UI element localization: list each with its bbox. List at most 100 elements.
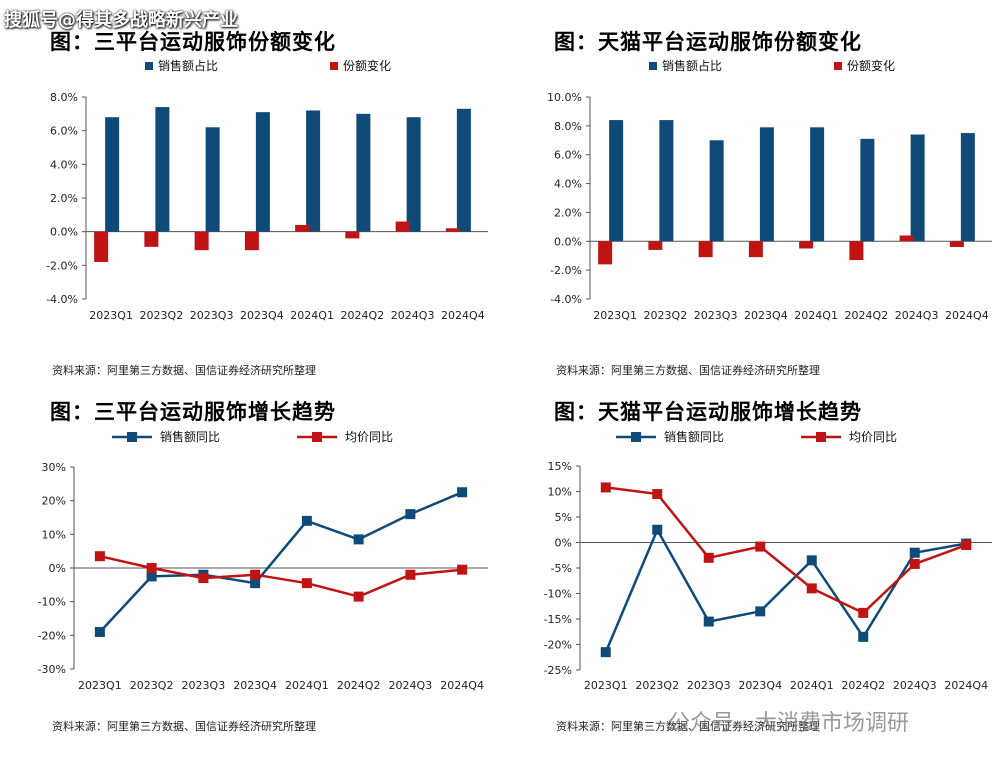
bar-change [849,241,864,261]
x-tick-label: 2023Q4 [233,679,277,692]
point-price-yoy [94,551,105,562]
point-sales-yoy [353,534,364,545]
bar-change [194,231,209,251]
legend-label-share: 销售额占比 [662,58,722,73]
x-tick-label: 2023Q4 [738,679,782,692]
point-sales-yoy [457,487,468,498]
x-tick-label: 2024Q3 [389,679,433,692]
panel-share-three-platforms: 图：三平台运动服饰份额变化 8.0% 6.0% 4.0% 2.0% 0.0% -2.0% -… [0,0,504,380]
y-tick-label: 4.0% [554,178,582,191]
y-tick-label: -25% [544,664,572,677]
x-tick-label: 2023Q3 [687,679,731,692]
bar-change [345,231,360,239]
x-tick-label: 2024Q2 [341,309,385,322]
y-tick-label: 8.0% [554,120,582,133]
y-tick-label: 0.0% [554,235,582,248]
x-tick-label: 2023Q2 [140,309,184,322]
bar-share [960,133,975,242]
bar-change [598,241,613,265]
series-line-price-yoy [99,554,463,598]
y-tick-label: 5% [555,511,572,524]
y-tick-label: 20% [42,495,66,508]
legend-marker-price [816,432,826,442]
watermark-top: 搜狐号@得其多战略新兴产业 [4,10,238,31]
x-tick-label: 2024Q4 [944,679,988,692]
bar-share [406,117,421,232]
bar-chart-three-platforms: 8.0% 6.0% 4.0% 2.0% 0.0% -2.0% -4.0% 2023Q1 2023… [46,58,488,322]
point-price-yoy [755,541,766,552]
point-price-yoy [457,564,468,575]
x-tick-label: 2024Q2 [845,309,889,322]
series-line-price-yoy [605,486,967,615]
chart-source: 资料来源：阿里第三方数据、国信证券经济研究所整理 [556,720,820,733]
y-tick-label: 8.0% [50,91,78,104]
bar-change [144,231,159,247]
point-price-yoy [703,552,714,563]
series-line-sales-yoy [98,491,463,633]
x-tick-label: 2024Q2 [337,679,381,692]
bar-change [648,241,663,250]
bar-share [205,127,220,232]
legend-label-change: 份额变化 [847,58,895,73]
y-tick-label: 0.0% [50,226,78,239]
bar-change [949,241,964,248]
y-tick-label: 30% [42,461,66,474]
x-tick-label: 2023Q2 [130,679,174,692]
y-tick-label: 2.0% [554,206,582,219]
point-price-yoy [961,540,972,551]
y-tick-label: 15% [548,460,572,473]
bar-change [799,241,814,249]
legend-label-sales: 销售额同比 [160,429,220,444]
point-price-yoy [198,573,209,584]
legend-label-price: 均价同比 [849,430,897,444]
legend-label-price: 均价同比 [345,430,393,444]
chart-title: 图：三平台运动服饰增长趋势 [50,400,336,424]
x-tick-label: 2024Q4 [440,679,484,692]
y-tick-label: -5% [551,562,572,575]
point-price-yoy [652,489,663,500]
panel-share-tmall: 图：天猫平台运动服饰份额变化 10.0% 8.0% 6.0% 4.0% 2.0% 0.0%… [504,0,1008,380]
x-tick-label: 2023Q1 [584,679,628,692]
point-sales-yoy [652,524,663,535]
y-tick-label: -20% [38,629,66,642]
bar-share [709,140,724,242]
x-tick-label: 2024Q4 [945,309,989,322]
y-tick-label: -10% [544,588,572,601]
point-sales-yoy [703,616,714,627]
x-tick-label: 2024Q1 [790,679,834,692]
x-tick-label: 2023Q3 [182,679,226,692]
x-tick-label: 2023Q4 [744,309,788,322]
bar-share [105,117,120,232]
bar-share [255,112,270,232]
chart-source: 资料来源：阿里第三方数据、国信证券经济研究所整理 [52,720,316,733]
x-tick-label: 2024Q1 [290,309,334,322]
legend-label-share: 销售额占比 [158,58,218,73]
y-tick-label: -2.0% [46,259,78,272]
y-tick-label: 6.0% [554,149,582,162]
y-tick-label: 10.0% [547,91,582,104]
x-tick-label: 2023Q2 [644,309,688,322]
x-tick-label: 2023Q2 [635,679,679,692]
point-sales-yoy [806,555,817,566]
legend-swatch-share [145,62,153,70]
bar-change [899,235,914,242]
bar-share [356,113,371,232]
point-sales-yoy [600,647,611,658]
legend-label-change: 份额变化 [343,58,391,73]
line-chart-three-platforms: 30% 20% 10% 0% -10% -20% -30% 2023Q1 2023Q2 2023Q… [38,429,488,692]
bar-change [395,221,410,232]
x-tick-label: 2024Q3 [391,309,435,322]
x-tick-label: 2023Q1 [78,679,122,692]
point-price-yoy [858,607,869,618]
y-tick-label: -4.0% [550,293,582,306]
bar-share [759,127,774,242]
watermark-bottom: 公众号 · 大消费市场调研 [668,711,909,736]
legend-marker-sales [127,432,137,442]
y-tick-label: -20% [544,639,572,652]
y-tick-label: -10% [38,596,66,609]
chart-title: 图：天猫平台运动服饰份额变化 [554,30,862,54]
legend-swatch-change [834,62,842,70]
point-sales-yoy [94,626,105,637]
chart-title: 图：三平台运动服饰份额变化 [50,30,336,54]
y-tick-label: 4.0% [50,158,78,171]
